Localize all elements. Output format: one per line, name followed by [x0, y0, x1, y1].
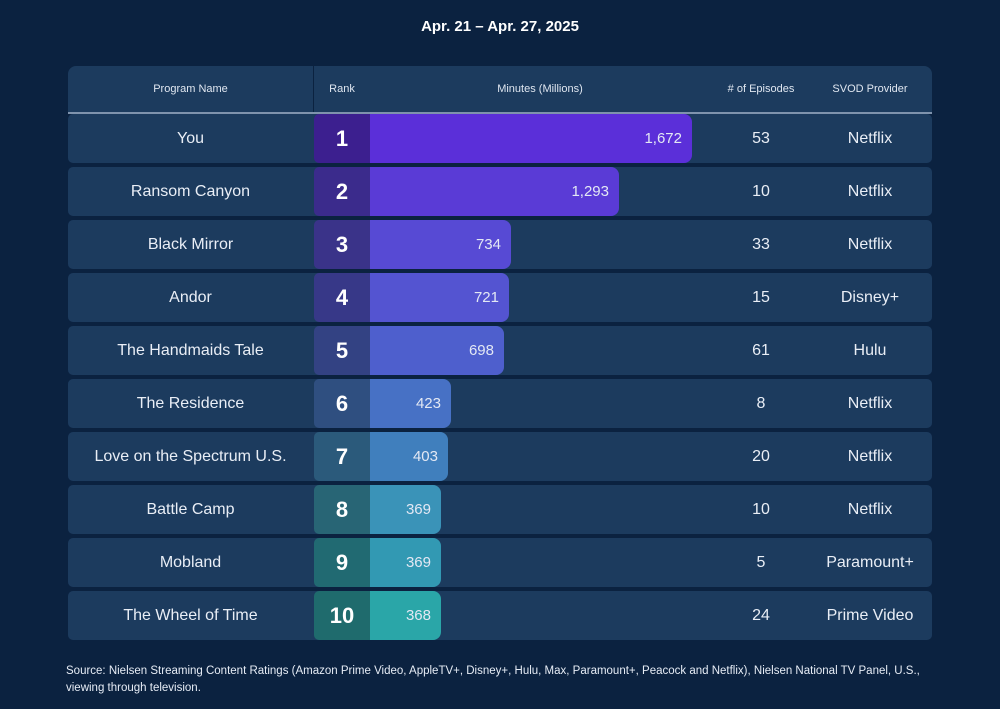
episode-count: 53 — [752, 130, 770, 147]
program-name: Ransom Canyon — [130, 183, 251, 200]
svod-provider: Hulu — [853, 342, 887, 359]
program-name: Love on the Spectrum U.S. — [94, 448, 287, 465]
minutes-bar — [370, 273, 509, 322]
header-provider: SVOD Provider — [832, 83, 908, 95]
rank-number: 8 — [314, 485, 370, 534]
table-row: The Residence 6 423 8 Netflix — [68, 379, 932, 428]
table-header: Program Name Rank Minutes (Millions) # o… — [68, 66, 932, 114]
program-name: Black Mirror — [147, 236, 234, 253]
minutes-bar — [370, 432, 448, 481]
table-row: Mobland 9 369 5 Paramount+ — [68, 538, 932, 587]
svod-provider: Disney+ — [840, 289, 900, 306]
svod-provider: Netflix — [847, 183, 893, 200]
episode-count: 10 — [752, 183, 770, 200]
minutes-bar — [370, 538, 441, 587]
episode-count: 61 — [752, 342, 770, 359]
minutes-value-label: 698 — [468, 342, 494, 359]
minutes-value-label: 734 — [475, 236, 501, 253]
episode-count: 8 — [756, 395, 766, 412]
program-name: You — [177, 130, 204, 147]
date-range-title: Apr. 21 – Apr. 27, 2025 — [421, 18, 579, 35]
header-program-name: Program Name — [153, 83, 228, 95]
svod-provider: Netflix — [847, 448, 893, 465]
minutes-value-label: 369 — [405, 501, 431, 518]
rank-number: 6 — [314, 379, 370, 428]
minutes-value-label: 368 — [405, 607, 431, 624]
rank-number: 9 — [314, 538, 370, 587]
table-row: Ransom Canyon 2 1,293 10 Netflix — [68, 167, 932, 216]
rank-number: 4 — [314, 273, 370, 322]
program-name: Mobland — [159, 554, 222, 571]
rank-number: 1 — [314, 114, 370, 163]
program-name: The Residence — [136, 395, 245, 412]
table-row: Andor 4 721 15 Disney+ — [68, 273, 932, 322]
header-episodes: # of Episodes — [727, 83, 795, 95]
minutes-value-label: 1,293 — [571, 183, 609, 200]
minutes-bar — [370, 591, 441, 640]
svod-provider: Netflix — [847, 395, 893, 412]
minutes-bar — [370, 114, 692, 163]
table-row: You 1 1,672 53 Netflix — [68, 114, 932, 163]
header-rank: Rank — [329, 83, 355, 95]
svod-provider: Prime Video — [826, 607, 914, 624]
rank-number: 10 — [314, 591, 370, 640]
minutes-bar — [370, 326, 504, 375]
minutes-bar — [370, 220, 511, 269]
source-note: Source: Nielsen Streaming Content Rating… — [66, 665, 920, 694]
episode-count: 5 — [756, 554, 766, 571]
program-name: The Handmaids Tale — [117, 342, 264, 359]
minutes-value-label: 423 — [415, 395, 441, 412]
minutes-value-label: 369 — [405, 554, 431, 571]
minutes-bar — [370, 167, 619, 216]
episode-count: 33 — [752, 236, 770, 253]
ratings-table: Program Name Rank Minutes (Millions) # o… — [68, 66, 932, 644]
header-divider — [313, 66, 314, 112]
episode-count: 24 — [752, 607, 770, 624]
episode-count: 20 — [752, 448, 770, 465]
program-name: Andor — [169, 289, 212, 306]
svod-provider: Netflix — [847, 130, 893, 147]
minutes-value-label: 721 — [473, 289, 499, 306]
minutes-bar — [370, 485, 441, 534]
episode-count: 15 — [752, 289, 770, 306]
rank-number: 7 — [314, 432, 370, 481]
table-row: The Wheel of Time 10 368 24 Prime Video — [68, 591, 932, 640]
table-row: The Handmaids Tale 5 698 61 Hulu — [68, 326, 932, 375]
program-name: The Wheel of Time — [123, 607, 258, 624]
program-name: Battle Camp — [146, 501, 235, 518]
rank-number: 3 — [314, 220, 370, 269]
rank-number: 5 — [314, 326, 370, 375]
minutes-value-label: 1,672 — [644, 130, 682, 147]
episode-count: 10 — [752, 501, 770, 518]
svod-provider: Netflix — [847, 501, 893, 518]
table-row: Battle Camp 8 369 10 Netflix — [68, 485, 932, 534]
minutes-value-label: 403 — [412, 448, 438, 465]
table-row: Love on the Spectrum U.S. 7 403 20 Netflix — [68, 432, 932, 481]
rank-number: 2 — [314, 167, 370, 216]
table-row: Black Mirror 3 734 33 Netflix — [68, 220, 932, 269]
svod-provider: Netflix — [847, 236, 893, 253]
minutes-bar — [370, 379, 451, 428]
header-minutes: Minutes (Millions) — [497, 83, 583, 95]
svod-provider: Paramount+ — [826, 554, 914, 571]
